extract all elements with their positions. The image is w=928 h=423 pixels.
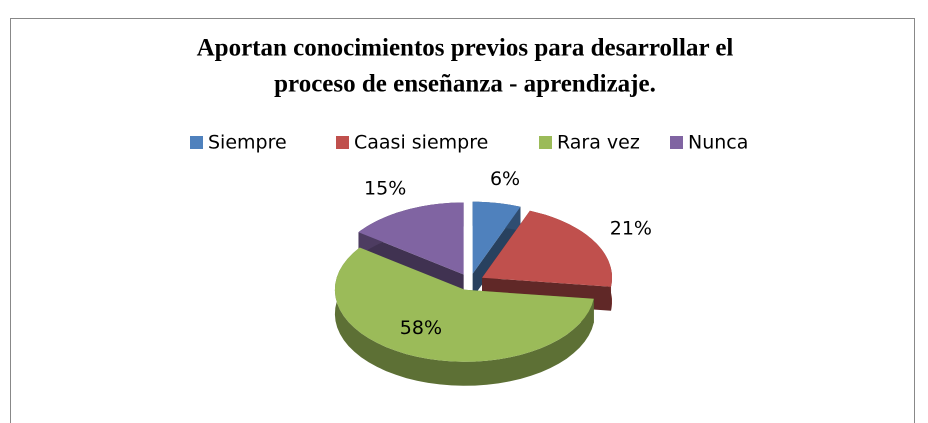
slice [482, 210, 612, 287]
data-label: 58% [400, 317, 442, 339]
slice [334, 247, 594, 362]
legend-label: Nunca [688, 132, 748, 154]
legend-swatch [336, 136, 349, 149]
slice [358, 202, 464, 275]
legend-label: Rara vez [557, 132, 640, 154]
data-label: 15% [364, 178, 406, 200]
data-label: 21% [610, 217, 652, 239]
legend-swatch [539, 136, 552, 149]
slice [472, 201, 521, 274]
chart-title: Aportan conocimientos previos para desar… [197, 35, 734, 62]
chart-title: proceso de enseñanza - aprendizaje. [274, 71, 656, 98]
legend-swatch [670, 136, 683, 149]
data-label: 6% [490, 168, 520, 190]
legend-swatch [190, 136, 203, 149]
legend-label: Caasi siempre [354, 132, 488, 154]
legend-label: Siempre [208, 132, 287, 154]
